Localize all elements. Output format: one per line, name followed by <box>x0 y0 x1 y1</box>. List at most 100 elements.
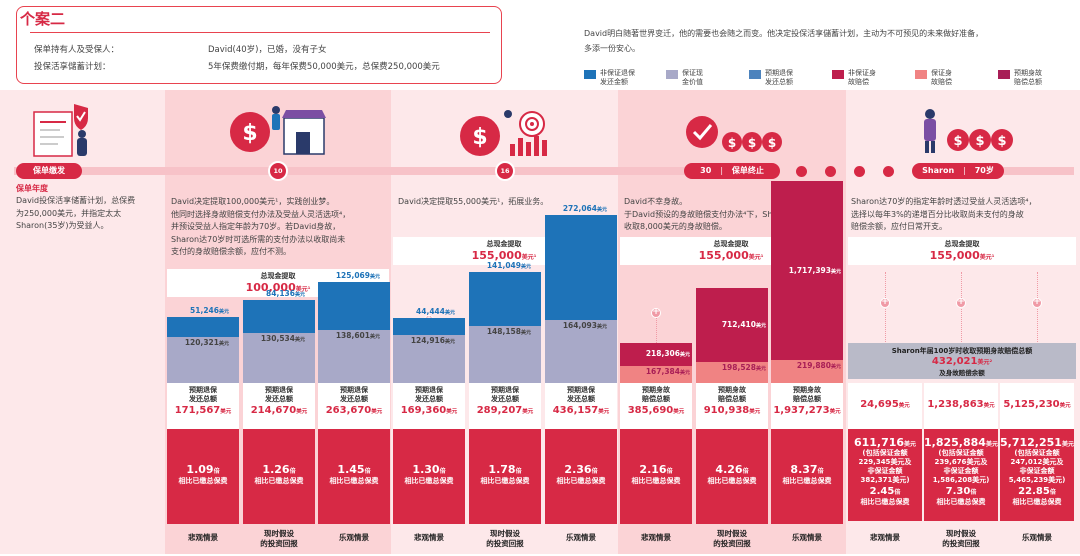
multiple-number: 4.26 <box>715 463 743 476</box>
period-4-text: Sharon达70岁的指定年龄时透过受益人灵活选项⁴， 选择以每年3%的递增百分比… <box>851 196 1079 234</box>
summary-label: 预期退保 <box>265 386 293 394</box>
timeline-dot-2 <box>825 166 836 177</box>
summary-unit: 美元 <box>296 409 308 415</box>
summary-label: 预期身故 <box>642 386 670 394</box>
svg-text:$: $ <box>953 134 962 149</box>
sharon-header: Sharon年届100岁时收取预期身故赔偿总额 <box>891 347 1033 355</box>
summary-number: 385,690 <box>627 405 674 416</box>
summary-unit: 美元 <box>371 409 383 415</box>
legend-swatch-5 <box>998 70 1010 79</box>
summary-label: 发还总额 <box>491 395 519 403</box>
sharon-nonguar-value: 1,586,208 <box>932 476 973 484</box>
sharon-scenario-2: 乐观情景 <box>1022 533 1052 542</box>
bar-bottom-label-2: 138,601美元 <box>318 331 380 340</box>
summary-box-3: 预期退保 发还总额 169,360美元 <box>393 383 465 429</box>
legend-label-line: 预期退保 <box>765 69 793 77</box>
summary-value: 436,157美元 <box>545 405 617 416</box>
withdrawal-box-4: 总现金提取 155,000美元¹ <box>848 237 1076 265</box>
timeline-end-sep: | <box>720 166 724 175</box>
sharon-total-unit: 美元 <box>904 441 917 448</box>
sharon-header-box: Sharon年届100岁时收取预期身故赔偿总额 432,021美元² 及身故赔偿… <box>848 343 1076 379</box>
sharon-guaranteed-unit: 美元及 <box>1042 458 1064 466</box>
bar-bottom-5 <box>545 319 617 383</box>
death-benefit-icon: $ $ $ <box>686 116 782 152</box>
multiple-unit: 倍 <box>213 468 220 475</box>
multiple-value: 1.26倍 <box>243 463 315 476</box>
bar-bottom-value: 120,321 <box>184 337 219 347</box>
p1-line-3: Sharon达70岁时可选所需的支付办法以收取尚未 <box>171 234 346 244</box>
svg-text:$: $ <box>472 125 487 150</box>
summary-number: 436,157 <box>552 405 599 416</box>
scenario-label-5: 乐观情景 <box>566 533 596 542</box>
p4-line-2: 赔偿余额，应付日常开支。 <box>851 222 947 231</box>
timeline-track <box>14 167 690 175</box>
summary-label: 预期退保 <box>189 386 217 394</box>
sharon-nonguar-unit: 美元) <box>972 476 990 484</box>
svg-text:$: $ <box>242 121 257 146</box>
bar-bottom-label-5: 164,093美元 <box>545 321 607 330</box>
bar-top-label-4: 141,049美元 <box>469 261 531 270</box>
multiple-value: 2.16倍 <box>620 463 692 476</box>
summary-value: 214,670美元 <box>243 405 315 416</box>
bar-bottom-value: 167,384 <box>645 366 680 376</box>
bar-top-unit: 美元 <box>596 207 607 214</box>
sharon-total: 1,825,884美元 <box>924 436 998 449</box>
bar-top-unit: 美元 <box>520 263 531 270</box>
p4-line-0: Sharon达70岁的指定年龄时透过受益人灵活选项⁴， <box>851 197 1037 206</box>
sharon-guaranteed-unit: 美元及 <box>890 458 912 466</box>
case-row-label-0: 保单持有人及受保人： <box>34 45 120 55</box>
p3-line-0: David不幸身故。 <box>624 197 688 206</box>
bar-top-label-0: 51,246美元 <box>167 306 229 315</box>
case-box <box>16 6 502 84</box>
summary-number: 169,360 <box>400 405 447 416</box>
scenario-label-7: 现时假设 的投资回报 <box>696 529 768 549</box>
period-0-title: 保单年度 <box>16 184 48 193</box>
summary-label: 赔偿总额 <box>793 395 821 403</box>
multiple-value: 1.45倍 <box>318 463 390 476</box>
scenario-line: 的投资回报 <box>942 539 980 548</box>
bar-bottom-label-4: 148,158美元 <box>469 327 531 336</box>
multiple-unit: 倍 <box>666 468 673 475</box>
sharon-plus-0: + <box>880 297 890 308</box>
sharon-nonguar: 5,465,239美元) <box>1000 476 1074 485</box>
column-guide-6 <box>656 313 657 343</box>
withdrawal-label: 总现金提取 <box>944 240 980 248</box>
sharon-received-box-0: 611,716美元 (包括保证金额 229,345美元及 非保证金额 382,371美元… <box>848 429 922 521</box>
multiple-label: 相比已缴总保费 <box>480 477 530 485</box>
timeline-end-text: 保单终止 <box>731 166 764 175</box>
svg-text:$: $ <box>748 136 756 150</box>
summary-unit: 美元 <box>220 409 232 415</box>
bar-top-value: 272,064 <box>562 204 597 214</box>
bar-top-2 <box>318 281 390 330</box>
legend-label-0: 非保证退保 发还金额 <box>600 69 660 87</box>
summary-value: 169,360美元 <box>393 405 465 416</box>
multiple-number: 1.45 <box>337 463 365 476</box>
summary-value: 263,670美元 <box>318 405 390 416</box>
multiple-number: 1.09 <box>186 463 214 476</box>
intro-line-1: David明白随著世界变迁，他的需要也会随之而变。他决定投保活享儲蓄计划，主动为… <box>584 29 984 38</box>
summary-box-5: 预期退保 发还总额 436,157美元 <box>545 383 617 429</box>
multiple-box-2: 1.45倍 相比已缴总保费 <box>318 429 390 524</box>
legend-label-line: 预期身故 <box>1014 69 1042 77</box>
multiple-number: 1.30 <box>412 463 440 476</box>
summary-box-7: 预期身故 赔偿总额 910,938美元 <box>696 383 768 429</box>
legend-label-line: 保证身 <box>931 69 952 77</box>
sharon-multiple-number: 7.30 <box>945 486 971 497</box>
multiple-box-3: 1.30倍 相比已缴总保费 <box>393 429 465 524</box>
multiple-label: 相比已缴总保费 <box>329 477 379 485</box>
multiple-number: 2.36 <box>564 463 592 476</box>
multiple-unit: 倍 <box>289 468 296 475</box>
bar-bottom-value: 124,916 <box>410 335 445 345</box>
bar-bottom-unit: 美元 <box>444 338 455 345</box>
multiple-unit: 倍 <box>364 468 371 475</box>
sharon-nonguar-unit: 美元) <box>892 476 910 484</box>
sharon-balance-number: 1,238,863 <box>927 399 984 410</box>
multiple-number: 8.37 <box>790 463 818 476</box>
legend-label-line: 故赔偿 <box>931 78 952 86</box>
summary-box-4: 预期退保 发还总额 289,207美元 <box>469 383 541 429</box>
case-title: 个案二 <box>20 10 66 28</box>
bar-bottom-8 <box>771 360 843 383</box>
legend-swatch-4 <box>915 70 927 79</box>
case-divider <box>30 32 490 33</box>
scenario-line: 现时假设 <box>717 529 747 538</box>
